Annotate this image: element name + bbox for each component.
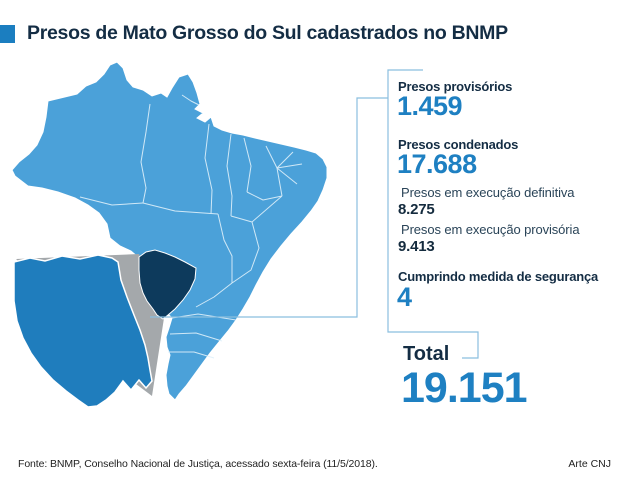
map-to-stats-connector — [150, 97, 388, 318]
page-title: Presos de Mato Grosso do Sul cadastrados… — [27, 22, 508, 44]
stats-bracket — [387, 69, 479, 359]
stat-medida-seguranca-value: 4 — [397, 282, 412, 312]
stat-presos-condenados-value: 17.688 — [397, 149, 477, 179]
stat-presos-provisorios-label: Presos provisórios — [398, 79, 513, 94]
stat-medida-seguranca-label: Cumprindo medida de segurança — [398, 269, 599, 284]
footer-source: Fonte: BNMP, Conselho Nacional de Justiç… — [18, 458, 378, 470]
stat-execucao-definitiva-value: 8.275 — [398, 201, 435, 218]
stat-execucao-provisoria-value: 9.413 — [398, 238, 435, 255]
connector-lines — [150, 69, 479, 359]
brazil-outline — [11, 61, 328, 401]
mato-grosso-do-sul-enlarged — [13, 254, 153, 408]
stat-execucao-definitiva-label: Presos em execução definitiva — [401, 185, 575, 200]
total-value: 19.151 — [401, 364, 528, 412]
title-accent-bar — [0, 25, 15, 43]
mato-grosso-do-sul-state — [138, 249, 197, 320]
stat-presos-provisorios-value: 1.459 — [397, 91, 463, 121]
footer-art-credit: Arte CNJ — [568, 458, 611, 470]
stat-execucao-provisoria-label: Presos em execução provisória — [401, 222, 580, 237]
total-label: Total — [403, 343, 450, 365]
state-borders — [79, 94, 303, 359]
stat-presos-condenados-label: Presos condenados — [398, 137, 519, 152]
